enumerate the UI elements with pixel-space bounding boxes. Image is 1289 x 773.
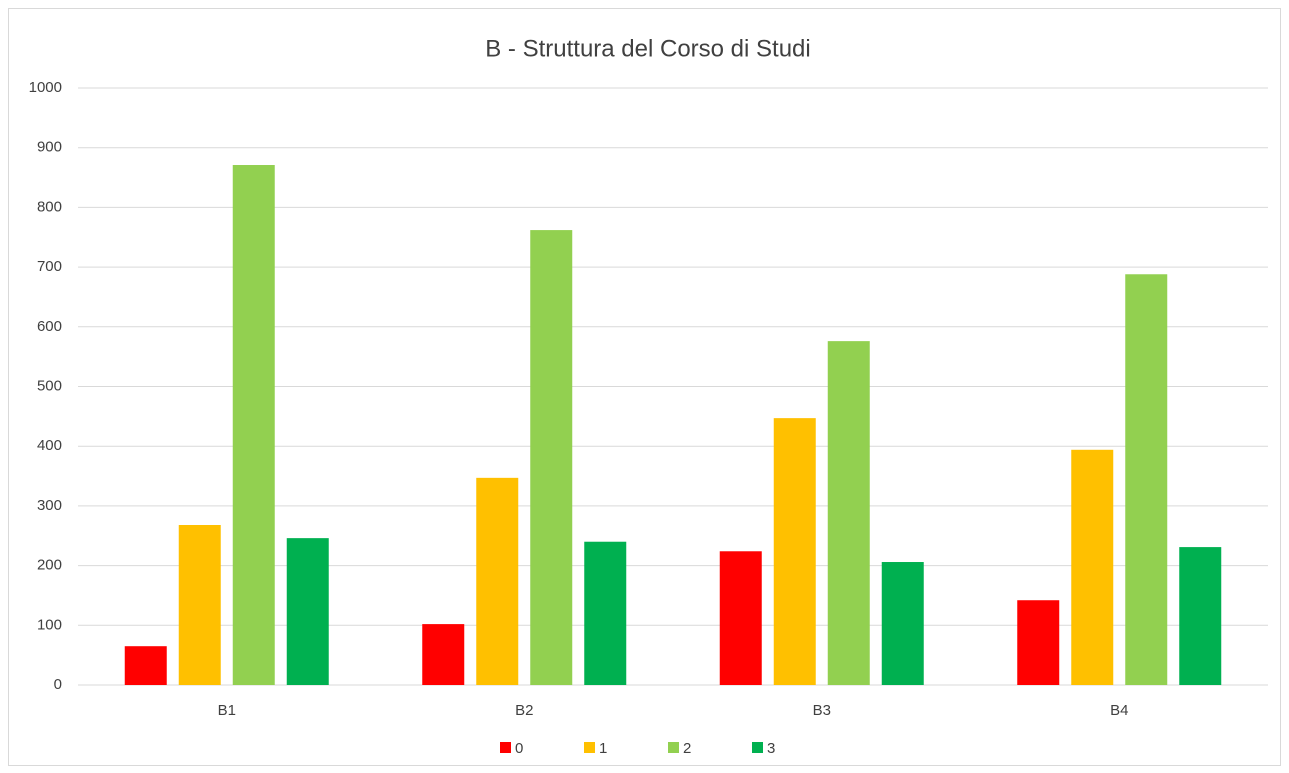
legend-swatch [584, 742, 595, 753]
bar [1071, 449, 1114, 685]
x-tick-label: B2 [515, 702, 533, 719]
x-tick-label: B3 [813, 702, 831, 719]
legend-swatch [752, 742, 763, 753]
y-tick-label: 700 [37, 258, 62, 275]
bar [827, 341, 870, 685]
legend-label: 3 [767, 740, 775, 757]
y-tick-label: 1000 [29, 79, 62, 96]
bar [1179, 547, 1222, 685]
bar [1125, 274, 1168, 685]
chart-title: B - Struttura del Corso di Studi [485, 35, 810, 62]
legend-label: 1 [599, 740, 607, 757]
bar [286, 538, 329, 685]
y-tick-label: 100 [37, 616, 62, 633]
bar [773, 418, 816, 685]
y-tick-label: 400 [37, 437, 62, 454]
y-tick-label: 200 [37, 557, 62, 574]
bar [530, 230, 573, 685]
bar [1017, 600, 1060, 685]
legend-label: 0 [515, 740, 523, 757]
legend-swatch [500, 742, 511, 753]
bar [232, 165, 275, 685]
bar [476, 477, 519, 685]
bar [719, 551, 762, 685]
legend-label: 2 [683, 740, 691, 757]
y-tick-label: 600 [37, 318, 62, 335]
y-tick-label: 300 [37, 497, 62, 514]
bar [178, 525, 221, 685]
y-tick-label: 800 [37, 198, 62, 215]
x-tick-label: B1 [218, 702, 236, 719]
y-tick-label: 0 [54, 676, 62, 693]
bar [124, 646, 167, 685]
bar [584, 541, 627, 685]
bar [422, 624, 465, 685]
legend-swatch [668, 742, 679, 753]
y-tick-label: 500 [37, 377, 62, 394]
x-tick-label: B4 [1110, 702, 1128, 719]
y-tick-label: 900 [37, 139, 62, 156]
bar [881, 562, 924, 685]
